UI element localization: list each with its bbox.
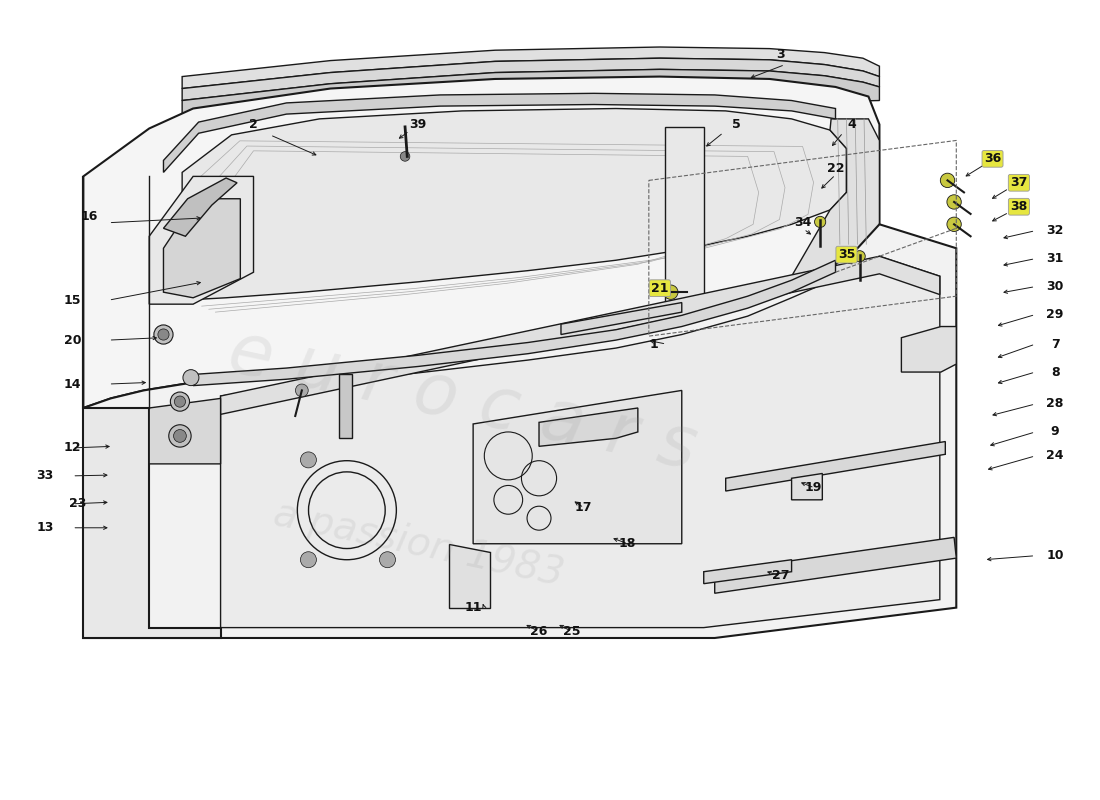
Circle shape	[170, 392, 189, 411]
Text: 12: 12	[64, 442, 81, 454]
Circle shape	[400, 152, 410, 162]
Text: 22: 22	[827, 162, 845, 175]
Polygon shape	[561, 302, 682, 334]
Text: 4: 4	[848, 118, 856, 131]
Text: 39: 39	[409, 118, 427, 131]
Text: 27: 27	[772, 569, 790, 582]
Polygon shape	[183, 70, 879, 117]
Text: 11: 11	[464, 601, 482, 614]
Circle shape	[854, 250, 866, 262]
Polygon shape	[164, 94, 836, 172]
Polygon shape	[704, 560, 792, 584]
Text: 31: 31	[1046, 252, 1064, 265]
Polygon shape	[150, 176, 253, 304]
Text: 14: 14	[64, 378, 81, 390]
Polygon shape	[194, 260, 836, 386]
Polygon shape	[150, 398, 221, 464]
Polygon shape	[539, 408, 638, 446]
Text: 36: 36	[983, 152, 1001, 166]
Text: 16: 16	[80, 210, 98, 223]
Polygon shape	[221, 256, 939, 414]
Text: 19: 19	[805, 482, 822, 494]
Text: 13: 13	[36, 522, 54, 534]
Circle shape	[663, 285, 678, 299]
Circle shape	[947, 217, 961, 231]
Polygon shape	[164, 178, 236, 236]
Text: 3: 3	[777, 49, 785, 62]
Text: 25: 25	[563, 625, 581, 638]
Bar	[339, 374, 352, 438]
Text: 29: 29	[1046, 308, 1064, 321]
Polygon shape	[666, 127, 704, 328]
Text: 15: 15	[64, 294, 81, 306]
Circle shape	[158, 329, 169, 340]
Polygon shape	[715, 538, 956, 594]
Circle shape	[379, 552, 396, 568]
Text: 32: 32	[1046, 224, 1064, 237]
Polygon shape	[183, 47, 879, 89]
Text: 8: 8	[1050, 366, 1059, 378]
Text: 21: 21	[651, 282, 669, 294]
Text: 30: 30	[1046, 280, 1064, 293]
Circle shape	[940, 173, 955, 187]
Text: 7: 7	[1050, 338, 1059, 350]
Polygon shape	[901, 326, 956, 372]
Circle shape	[175, 396, 186, 407]
Polygon shape	[449, 544, 490, 608]
Circle shape	[814, 216, 826, 227]
Text: 20: 20	[64, 334, 81, 346]
Text: 9: 9	[1050, 426, 1059, 438]
Text: 2: 2	[249, 118, 257, 131]
Circle shape	[174, 430, 186, 442]
Text: 1: 1	[650, 338, 659, 350]
Text: 35: 35	[838, 248, 855, 261]
Text: 34: 34	[794, 216, 811, 230]
Text: e u r o c a r s: e u r o c a r s	[222, 317, 703, 483]
Polygon shape	[792, 474, 823, 500]
Circle shape	[300, 452, 317, 468]
Polygon shape	[183, 58, 879, 101]
Text: 37: 37	[1010, 176, 1027, 190]
Text: 24: 24	[1046, 450, 1064, 462]
Circle shape	[183, 370, 199, 386]
Polygon shape	[183, 109, 847, 300]
Text: 18: 18	[618, 538, 636, 550]
Text: 10: 10	[1046, 550, 1064, 562]
Circle shape	[300, 552, 317, 568]
Circle shape	[296, 384, 308, 397]
Polygon shape	[84, 77, 879, 408]
Polygon shape	[792, 119, 879, 280]
Polygon shape	[726, 442, 945, 491]
Text: 5: 5	[733, 118, 741, 131]
Text: 38: 38	[1010, 200, 1027, 214]
Text: 26: 26	[530, 625, 548, 638]
Text: 17: 17	[574, 502, 592, 514]
Text: 33: 33	[36, 470, 54, 482]
Text: 23: 23	[69, 498, 87, 510]
Polygon shape	[84, 176, 221, 638]
Polygon shape	[84, 224, 956, 638]
Polygon shape	[473, 390, 682, 544]
Circle shape	[154, 325, 173, 344]
Circle shape	[947, 194, 961, 209]
Polygon shape	[164, 198, 240, 298]
Circle shape	[168, 425, 191, 447]
Text: a passion 1983: a passion 1983	[270, 494, 566, 593]
Polygon shape	[221, 256, 939, 628]
Text: 28: 28	[1046, 398, 1064, 410]
